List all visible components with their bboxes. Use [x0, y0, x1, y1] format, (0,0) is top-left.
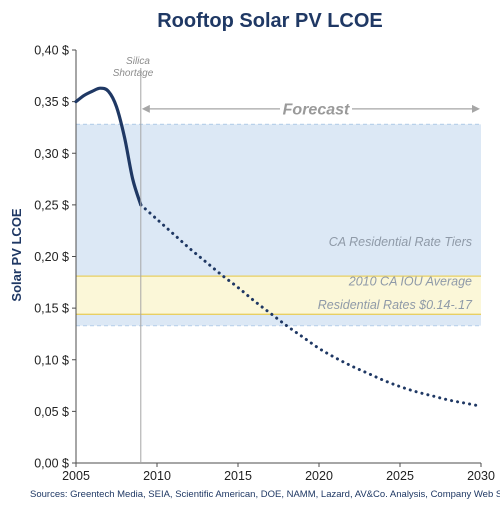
x-tick-label: 2005 [62, 469, 90, 483]
x-tick-label: 2020 [305, 469, 333, 483]
peak-note-line-2: Shortage [113, 68, 154, 79]
y-tick-label: 0,10 $ [34, 353, 69, 367]
y-tick-label: 0,15 $ [34, 302, 69, 316]
forecast-arrow-right-head [472, 104, 480, 113]
y-axis-label: Solar PV LCOE [9, 208, 24, 302]
band-rate-tiers-label: CA Residential Rate Tiers [329, 235, 472, 249]
band-iou-average [76, 276, 481, 315]
peak-note-line-1: Silica [126, 56, 150, 67]
band-iou-label-line-2: Residential Rates $0.14-.17 [318, 298, 473, 312]
forecast-label: Forecast [283, 101, 350, 118]
y-tick-label: 0,20 $ [34, 250, 69, 264]
chart-title: Rooftop Solar PV LCOE [157, 10, 383, 32]
source-note: Sources: Greentech Media, SEIA, Scientif… [30, 489, 500, 500]
forecast-label-bg [280, 98, 352, 119]
y-tick-label: 0,05 $ [34, 405, 69, 419]
x-tick-label: 2025 [386, 469, 414, 483]
band-iou-label-line-1: 2010 CA IOU Average [348, 274, 472, 288]
bands-layer [76, 123, 481, 327]
series-layer [74, 86, 483, 408]
y-tick-label: 0,35 $ [34, 95, 69, 109]
annotation-layer: CA Residential Rate Tiers 2010 CA IOU Ave… [113, 56, 480, 463]
series-historical-line [74, 86, 143, 207]
series-forecast-line [139, 203, 483, 408]
forecast-arrow-left-head [141, 104, 150, 113]
y-tick-label: 0,25 $ [34, 198, 69, 212]
x-tick-label: 2010 [143, 469, 171, 483]
y-tick-label: 0,00 $ [34, 457, 69, 471]
axes-layer: 0,00 $ 0,05 $ 0,10 $ 0,15 $ 0,20 $ 0,25 $ 0,30… [34, 44, 495, 484]
y-tick-label: 0,40 $ [34, 44, 69, 58]
y-tick-label: 0,30 $ [34, 147, 69, 161]
x-tick-label: 2015 [224, 469, 252, 483]
x-tick-label: 2030 [467, 469, 495, 483]
